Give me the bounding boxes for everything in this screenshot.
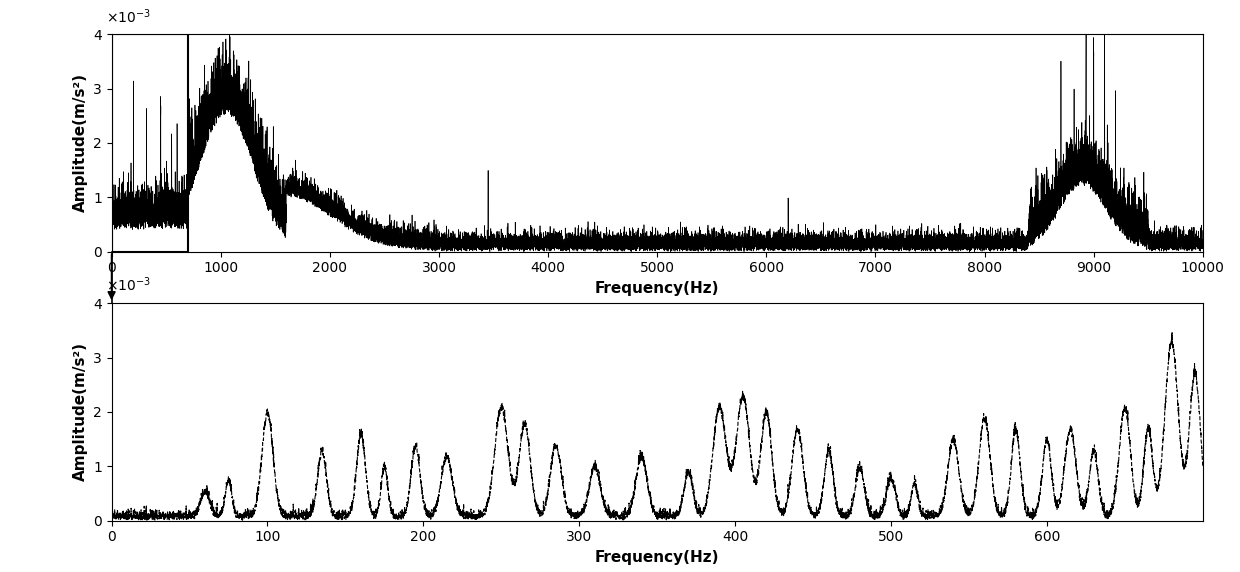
X-axis label: Frequency(Hz): Frequency(Hz)	[595, 550, 719, 565]
Bar	[112, 34, 188, 252]
X-axis label: Frequency(Hz): Frequency(Hz)	[595, 281, 719, 296]
Text: $\times 10^{-3}$: $\times 10^{-3}$	[107, 7, 151, 26]
Y-axis label: Amplitude(m/s²): Amplitude(m/s²)	[72, 73, 88, 213]
Text: $\times 10^{-3}$: $\times 10^{-3}$	[107, 276, 151, 295]
Y-axis label: Amplitude(m/s²): Amplitude(m/s²)	[72, 342, 88, 482]
